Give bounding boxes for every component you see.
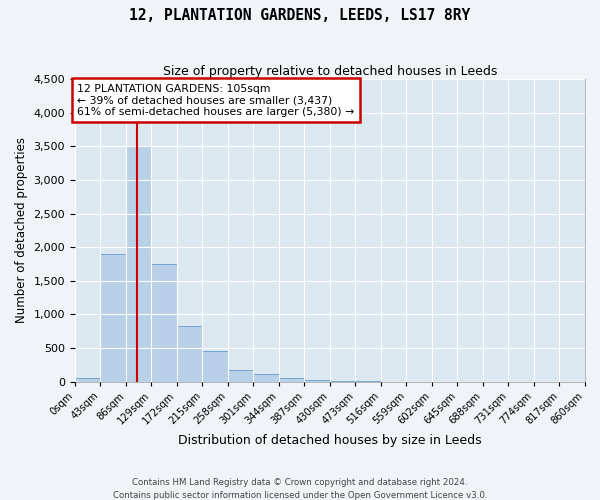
Title: Size of property relative to detached houses in Leeds: Size of property relative to detached ho… [163, 65, 497, 78]
Bar [100, 254, 126, 382]
Bar [228, 370, 253, 382]
Bar [151, 264, 177, 382]
Y-axis label: Number of detached properties: Number of detached properties [15, 138, 28, 324]
Bar [202, 352, 228, 382]
Bar [304, 380, 330, 382]
Bar [126, 146, 151, 382]
Bar [279, 378, 304, 382]
Text: 12 PLANTATION GARDENS: 105sqm
← 39% of detached houses are smaller (3,437)
61% o: 12 PLANTATION GARDENS: 105sqm ← 39% of d… [77, 84, 355, 117]
Text: Contains HM Land Registry data © Crown copyright and database right 2024.
Contai: Contains HM Land Registry data © Crown c… [113, 478, 487, 500]
Text: 12, PLANTATION GARDENS, LEEDS, LS17 8RY: 12, PLANTATION GARDENS, LEEDS, LS17 8RY [130, 8, 470, 22]
X-axis label: Distribution of detached houses by size in Leeds: Distribution of detached houses by size … [178, 434, 482, 448]
Bar [253, 374, 279, 382]
Bar [75, 378, 100, 382]
Bar [177, 326, 202, 382]
